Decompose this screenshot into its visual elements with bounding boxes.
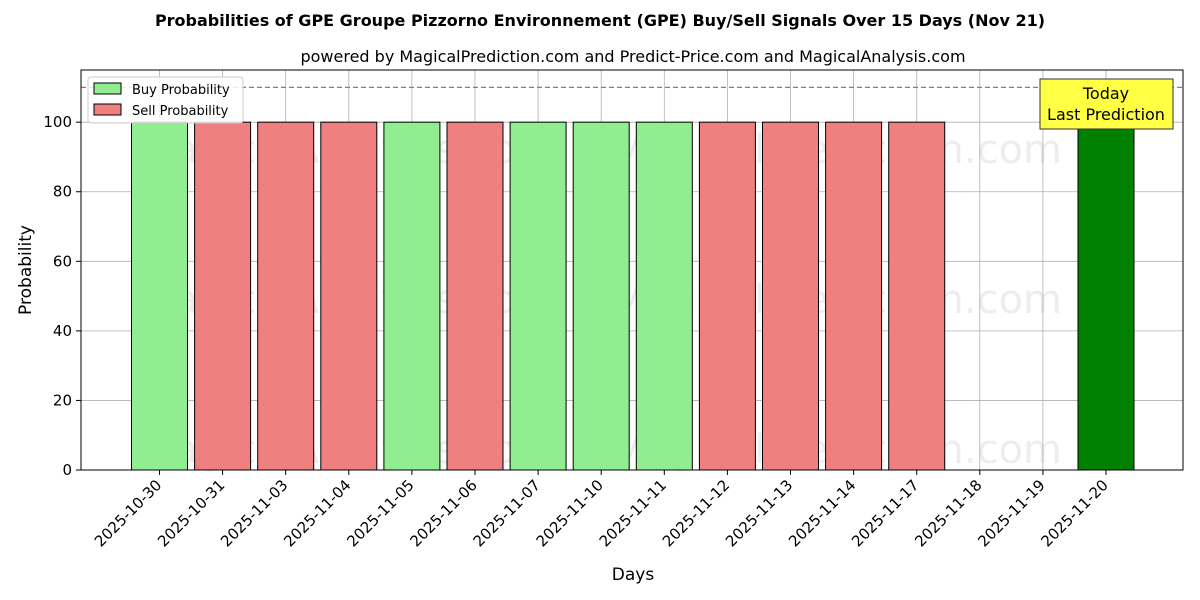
- sell-bar: [257, 121, 315, 471]
- y-ticks: 0 20 40 60 80 100: [43, 113, 81, 479]
- x-axis-label: Days: [612, 565, 655, 585]
- y-tick-label: 40: [53, 322, 72, 340]
- y-tick-label: 20: [53, 391, 72, 409]
- sell-bar: [320, 121, 378, 471]
- y-tick-label: 0: [62, 461, 72, 479]
- legend-buy-label: Buy Probability: [132, 83, 230, 98]
- today-annotation-line-1: Today: [1082, 84, 1129, 103]
- y-axis-label: Probability: [16, 225, 36, 315]
- x-tick-label: 2025-11-06: [406, 476, 480, 550]
- buy-bar: [572, 121, 630, 471]
- x-tick-label: 2025-11-14: [785, 476, 859, 550]
- sell-bar: [698, 121, 756, 471]
- x-tick-label: 2025-11-11: [596, 476, 670, 550]
- buy-bar: [131, 121, 188, 471]
- x-tick-label: 2025-11-19: [974, 476, 1048, 550]
- x-tick-label: 2025-11-20: [1037, 476, 1111, 550]
- x-tick-label: 2025-11-04: [280, 476, 354, 550]
- legend-buy-swatch: [93, 82, 122, 95]
- sell-bar: [446, 121, 504, 471]
- legend-box: [87, 76, 244, 124]
- legend-sell-swatch: [93, 103, 122, 116]
- x-tick-label: 2025-11-17: [848, 476, 922, 550]
- x-tick-label: 2025-11-10: [533, 476, 607, 550]
- x-tick-label: 2025-11-05: [343, 476, 417, 550]
- today-bar: [1077, 121, 1135, 471]
- y-tick-label: 80: [53, 183, 72, 201]
- today-annotation-box: [1039, 78, 1174, 130]
- buy-bar: [509, 121, 567, 471]
- x-tick-label: 2025-11-18: [911, 476, 985, 550]
- x-tick-label: 2025-11-03: [217, 476, 291, 550]
- x-tick-label: 2025-11-07: [470, 476, 544, 550]
- chart-subtitle: powered by MagicalPrediction.com and Pre…: [300, 47, 965, 66]
- sell-bar: [762, 121, 819, 471]
- plot-frame: [80, 69, 1184, 471]
- chart-title: Probabilities of GPE Groupe Pizzorno Env…: [155, 11, 1045, 30]
- buy-bar: [635, 121, 693, 471]
- y-tick-label: 60: [53, 252, 72, 270]
- today-annotation-line-2: Last Prediction: [1047, 105, 1165, 124]
- legend-sell-label: Sell Probability: [132, 104, 229, 119]
- x-ticks: 2025-10-302025-10-312025-11-032025-11-04…: [91, 470, 1112, 550]
- bars: [131, 121, 1135, 471]
- x-tick-label: 2025-11-13: [722, 476, 796, 550]
- buy-bar: [383, 121, 441, 471]
- sell-bar: [825, 121, 883, 471]
- x-tick-label: 2025-10-30: [91, 476, 165, 550]
- today-annotation: Today Last Prediction: [1039, 78, 1174, 130]
- sell-bar: [888, 121, 946, 471]
- sell-bar: [194, 121, 252, 471]
- legend: Buy Probability Sell Probability: [87, 76, 244, 124]
- y-tick-label: 100: [43, 113, 72, 131]
- x-tick-label: 2025-10-31: [154, 476, 228, 550]
- x-tick-label: 2025-11-12: [659, 476, 733, 550]
